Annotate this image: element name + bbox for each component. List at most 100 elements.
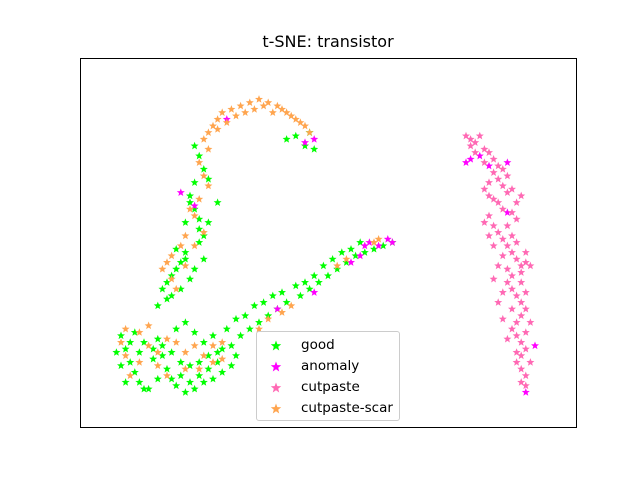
point-anomaly-6 <box>365 238 374 246</box>
point-good-31 <box>112 348 121 356</box>
point-good-47 <box>245 324 254 333</box>
point-good-92 <box>232 351 240 360</box>
point-cutpaste-23 <box>471 148 480 156</box>
legend-marker-good <box>270 340 282 351</box>
point-cutpaste-56 <box>498 314 507 323</box>
point-cutpaste-scar-18 <box>250 105 259 113</box>
point-cutpaste-scar-65 <box>278 308 286 316</box>
point-cutpaste-38 <box>508 284 516 293</box>
point-good-76 <box>301 278 309 286</box>
point-anomaly-21 <box>521 388 530 396</box>
point-cutpaste-scar-28 <box>204 181 213 190</box>
point-cutpaste-30 <box>508 248 516 256</box>
point-cutpaste-scar-5 <box>245 98 254 107</box>
point-cutpaste-scar-31 <box>190 211 199 220</box>
point-cutpaste-15 <box>498 205 507 213</box>
point-cutpaste-scar-48 <box>163 334 171 343</box>
point-cutpaste-scar-25 <box>204 145 213 153</box>
point-good-103 <box>282 135 291 143</box>
point-cutpaste-72 <box>517 278 526 286</box>
point-good-105 <box>301 141 309 150</box>
point-good-94 <box>204 351 213 360</box>
point-good-69 <box>232 314 240 323</box>
point-cutpaste-scar-50 <box>181 348 190 356</box>
point-cutpaste-scar-8 <box>273 101 282 110</box>
point-anomaly-2 <box>360 241 369 250</box>
point-good-33 <box>140 338 148 346</box>
point-good-114 <box>186 198 194 206</box>
point-cutpaste-13 <box>485 191 493 200</box>
point-good-91 <box>227 361 236 370</box>
point-anomaly-3 <box>374 241 383 250</box>
point-good-12 <box>163 294 171 303</box>
point-good-101 <box>135 348 144 356</box>
point-cutpaste-68 <box>503 221 512 230</box>
point-cutpaste-scar-39 <box>181 261 190 270</box>
point-anomaly-14 <box>462 158 470 166</box>
point-cutpaste-71 <box>521 248 530 256</box>
point-cutpaste-scar-43 <box>121 351 130 360</box>
point-cutpaste-18 <box>517 191 526 200</box>
point-good-42 <box>204 364 213 373</box>
point-cutpaste-5 <box>485 148 493 156</box>
point-good-13 <box>153 301 162 310</box>
legend-marker-anomaly <box>270 361 282 372</box>
point-anomaly-5 <box>388 238 397 246</box>
point-cutpaste-62 <box>489 241 498 250</box>
point-anomaly-11 <box>190 201 199 210</box>
point-good-22 <box>213 198 222 206</box>
points-layer <box>112 95 539 396</box>
point-cutpaste-36 <box>508 271 516 280</box>
point-good-39 <box>176 371 185 380</box>
point-good-14 <box>167 291 176 300</box>
point-cutpaste-scar-20 <box>232 111 240 120</box>
point-cutpaste-57 <box>494 298 503 306</box>
point-anomaly-9 <box>310 135 319 143</box>
point-cutpaste-40 <box>517 298 526 306</box>
point-good-18 <box>181 254 190 263</box>
point-cutpaste-32 <box>517 261 526 270</box>
point-cutpaste-scar-42 <box>117 338 125 346</box>
point-cutpaste-29 <box>503 241 512 250</box>
point-good-77 <box>310 271 319 280</box>
point-cutpaste-scar-32 <box>181 231 190 240</box>
point-cutpaste-3 <box>475 131 484 140</box>
point-good-32 <box>130 328 139 336</box>
point-good-28 <box>140 384 148 393</box>
point-cutpaste-scar-59 <box>209 358 217 366</box>
point-cutpaste-scar-49 <box>172 338 181 346</box>
point-cutpaste-2 <box>471 138 480 146</box>
point-cutpaste-48 <box>517 351 526 360</box>
point-cutpaste-scar-57 <box>181 364 190 373</box>
legend-label-cutpaste: cutpaste <box>301 379 360 395</box>
point-good-45 <box>227 341 236 350</box>
point-good-30 <box>117 361 125 370</box>
point-anomaly-7 <box>310 288 319 296</box>
point-good-68 <box>222 324 231 333</box>
point-good-67 <box>209 331 217 340</box>
point-good-71 <box>250 301 259 310</box>
point-good-82 <box>356 238 365 246</box>
point-good-55 <box>324 271 332 280</box>
point-good-4 <box>199 231 208 240</box>
point-good-93 <box>213 348 222 356</box>
point-cutpaste-scar-54 <box>218 338 227 346</box>
point-good-52 <box>296 291 305 300</box>
point-good-100 <box>149 354 158 363</box>
point-good-102 <box>126 338 135 346</box>
point-good-80 <box>337 248 346 256</box>
point-cutpaste-scar-47 <box>153 348 162 356</box>
point-good-1 <box>190 205 199 213</box>
point-cutpaste-14 <box>494 198 503 206</box>
legend-marker-cutpaste <box>270 382 282 393</box>
point-cutpaste-50 <box>517 364 526 373</box>
point-cutpaste-scar-3 <box>227 105 236 113</box>
point-good-97 <box>176 358 185 366</box>
point-cutpaste-scar-67 <box>374 234 383 243</box>
point-cutpaste-scar-13 <box>296 118 305 127</box>
point-cutpaste-scar-41 <box>199 228 208 236</box>
point-cutpaste-scar-51 <box>190 341 199 350</box>
point-cutpaste-scar-17 <box>259 101 268 110</box>
point-good-73 <box>268 291 277 300</box>
